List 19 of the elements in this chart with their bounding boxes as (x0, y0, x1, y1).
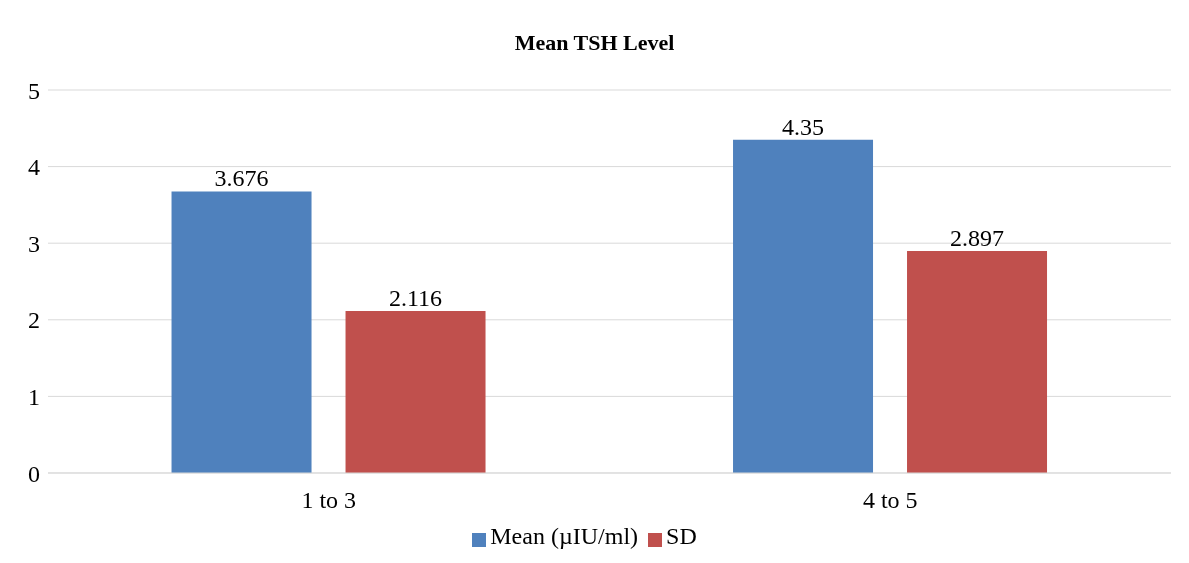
data-label: 4.35 (782, 113, 825, 140)
bar (345, 310, 486, 473)
chart-title: Mean TSH Level (513, 30, 676, 57)
data-label: 2.116 (388, 284, 443, 311)
bar (907, 251, 1048, 473)
y-tick-label: 0 (28, 460, 40, 487)
y-tick-label: 3 (28, 230, 40, 257)
y-tick-label: 4 (28, 154, 40, 181)
x-tick-label: 4 to 5 (862, 487, 918, 514)
x-tick-label: 1 to 3 (301, 487, 357, 514)
bar (733, 139, 874, 473)
legend-label: SD (666, 523, 697, 549)
y-tick-label: 2 (28, 307, 40, 334)
bar (171, 191, 312, 473)
y-tick-label: 5 (28, 77, 40, 104)
data-label: 3.676 (214, 165, 269, 192)
legend-label: Mean (µIU/ml) (490, 523, 639, 549)
data-label: 2.897 (950, 225, 1005, 252)
y-tick-label: 1 (28, 383, 40, 410)
